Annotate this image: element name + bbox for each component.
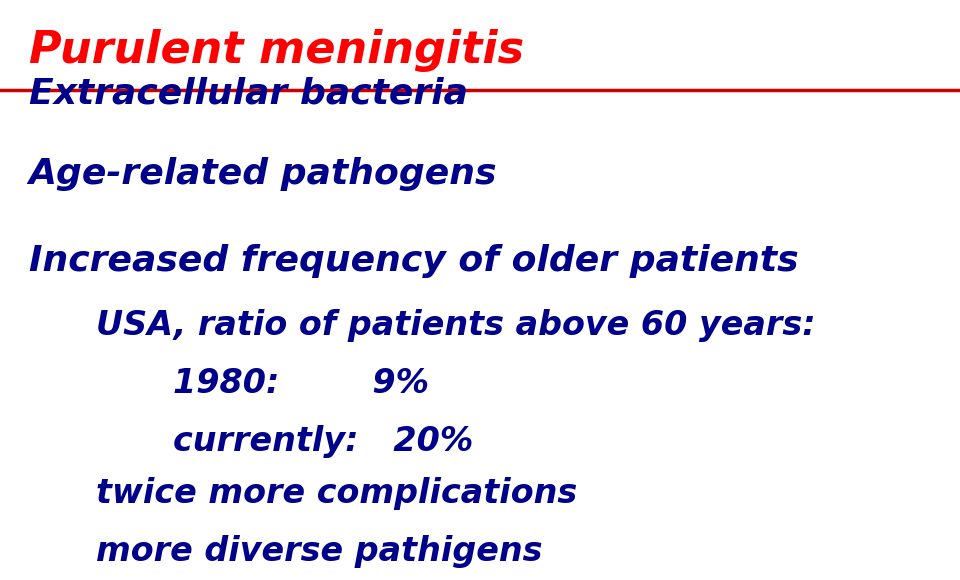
Text: more diverse pathigens: more diverse pathigens	[96, 535, 542, 568]
Text: twice more complications: twice more complications	[96, 477, 577, 510]
Text: Increased frequency of older patients: Increased frequency of older patients	[29, 244, 799, 278]
Text: 1980:        9%: 1980: 9%	[173, 367, 429, 400]
Text: Age-related pathogens: Age-related pathogens	[29, 157, 497, 191]
Text: Purulent meningitis: Purulent meningitis	[29, 29, 524, 72]
Text: currently:   20%: currently: 20%	[173, 425, 473, 458]
Text: USA, ratio of patients above 60 years:: USA, ratio of patients above 60 years:	[96, 309, 816, 342]
Text: Extracellular bacteria: Extracellular bacteria	[29, 76, 468, 110]
